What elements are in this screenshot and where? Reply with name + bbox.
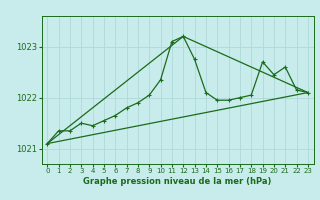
X-axis label: Graphe pression niveau de la mer (hPa): Graphe pression niveau de la mer (hPa) <box>84 177 272 186</box>
